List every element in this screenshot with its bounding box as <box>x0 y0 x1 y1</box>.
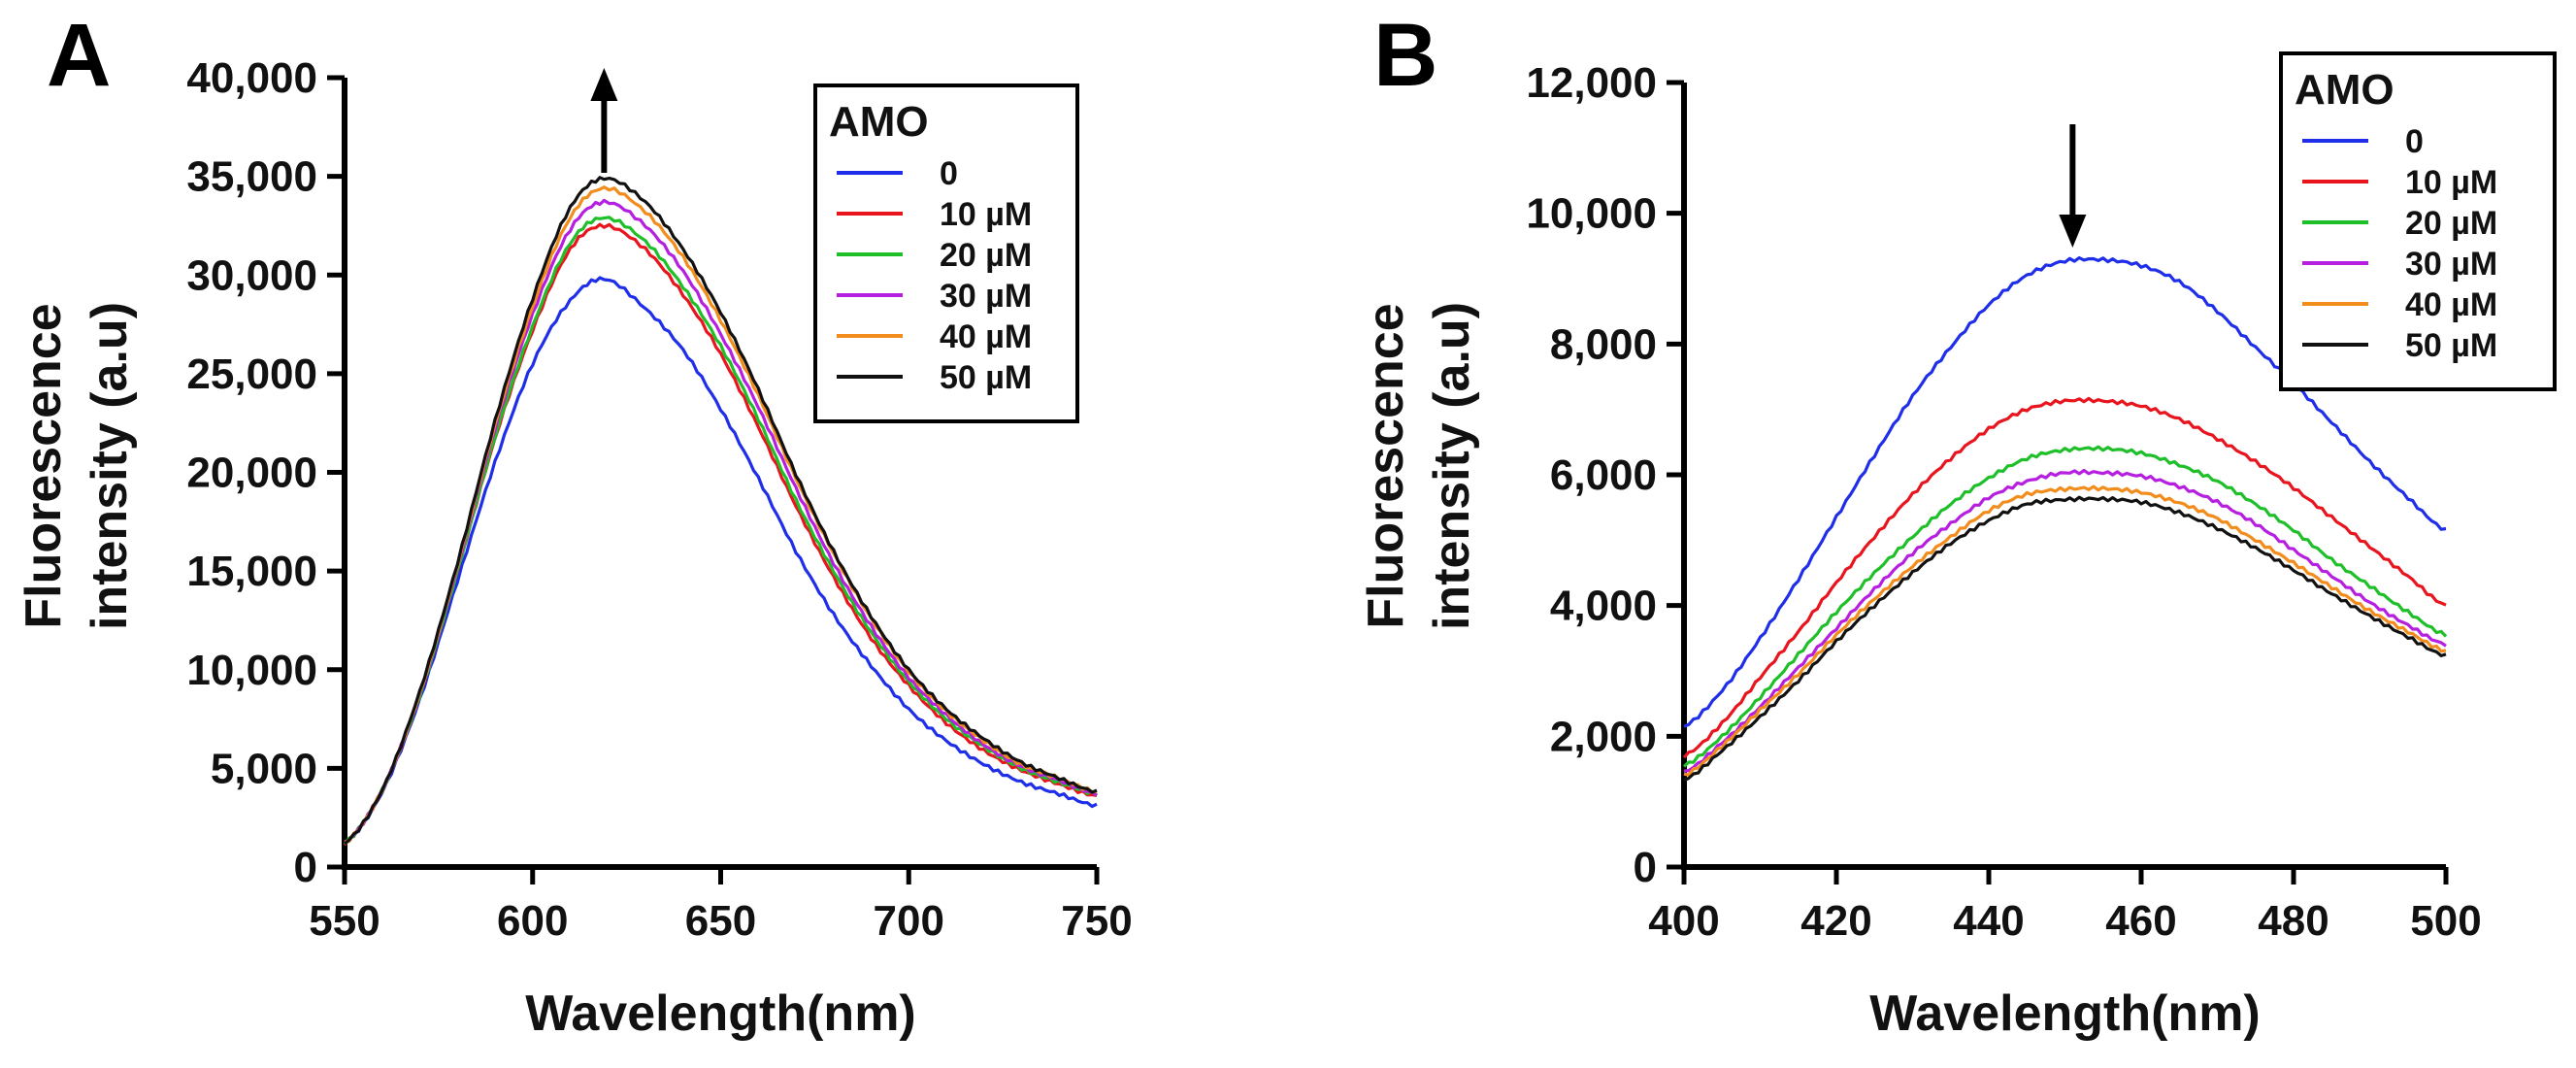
y-tick-label: 5,000 <box>211 745 317 792</box>
y-tick-label: 40,000 <box>186 54 317 102</box>
y-axis-label: Fluorescence <box>1358 303 1414 628</box>
y-tick-label: 15,000 <box>186 548 317 595</box>
y-tick-label: 2,000 <box>1550 713 1657 760</box>
y-tick-label: 12,000 <box>1526 59 1657 107</box>
legend-entry: 40 µM <box>2405 286 2497 323</box>
arrow-up-icon <box>590 68 618 101</box>
legend-entry: 50 µM <box>2405 327 2497 364</box>
y-tick-label: 25,000 <box>186 350 317 398</box>
y-tick-label: 0 <box>294 844 317 891</box>
series-line-50uM <box>343 176 1098 846</box>
y-axis-label: intensity (a.u) <box>1424 302 1480 630</box>
legend-entry: 30 µM <box>940 278 1032 315</box>
series-line-0 <box>1683 255 2447 728</box>
legend-entry: 20 µM <box>2405 205 2497 242</box>
series-line-50uM <box>1683 495 2447 783</box>
series-line-20uM <box>1682 445 2448 768</box>
legend-title: AMO <box>2295 66 2394 114</box>
panel-b: B 0 2,000 4,000 6,000 8,000 10,000 12,000 400 420… <box>1358 6 2557 1042</box>
x-tick-label: 400 <box>1648 897 1719 945</box>
x-tick-label: 420 <box>1800 897 1871 945</box>
legend-entry: 20 µM <box>940 237 1032 274</box>
legend-entry: 0 <box>940 155 958 192</box>
x-tick-label: 440 <box>1953 897 2024 945</box>
y-tick-label: 30,000 <box>186 251 317 299</box>
legend-entry: 30 µM <box>2405 246 2497 283</box>
panel-letter: A <box>47 6 111 105</box>
y-axis-label: intensity (a.u) <box>82 302 138 630</box>
series-line-10uM <box>1682 396 2447 759</box>
y-tick-label: 4,000 <box>1550 583 1657 630</box>
legend-entry: 10 µM <box>940 196 1032 233</box>
legend-entry: 0 <box>2405 123 2424 160</box>
legend-entry: 50 µM <box>940 359 1032 396</box>
y-axis-label: Fluorescence <box>16 303 72 628</box>
panel-letter: B <box>1373 6 1437 105</box>
arrow-down-icon <box>2059 215 2087 248</box>
y-tick-label: 20,000 <box>186 450 317 497</box>
legend-entry: 40 µM <box>940 318 1032 355</box>
legend-title: AMO <box>829 98 929 146</box>
y-tick-label: 10,000 <box>186 647 317 694</box>
x-tick-label: 700 <box>874 897 944 945</box>
y-tick-label: 8,000 <box>1550 320 1657 368</box>
x-tick-label: 500 <box>2410 897 2481 945</box>
y-tick-label: 10,000 <box>1526 190 1657 238</box>
x-tick-label: 600 <box>497 897 568 945</box>
x-tick-label: 460 <box>2105 897 2176 945</box>
x-tick-label: 550 <box>309 897 380 945</box>
series-line-40uM <box>1683 484 2447 777</box>
legend-entry: 10 µM <box>2405 164 2497 201</box>
x-tick-label: 480 <box>2258 897 2328 945</box>
y-tick-label: 35,000 <box>186 153 317 201</box>
panel-a: A 0 5,000 10,000 15,000 20,000 25,000 30,000 35,… <box>16 6 1133 1042</box>
x-axis-label: Wavelength(nm) <box>525 985 916 1042</box>
y-tick-label: 6,000 <box>1550 451 1657 499</box>
series-line-30uM <box>1683 468 2447 773</box>
x-tick-label: 650 <box>685 897 756 945</box>
series-line-0 <box>344 276 1098 845</box>
x-axis-label: Wavelength(nm) <box>1869 985 2261 1042</box>
x-tick-label: 750 <box>1061 897 1132 945</box>
y-tick-label: 0 <box>1634 844 1657 891</box>
